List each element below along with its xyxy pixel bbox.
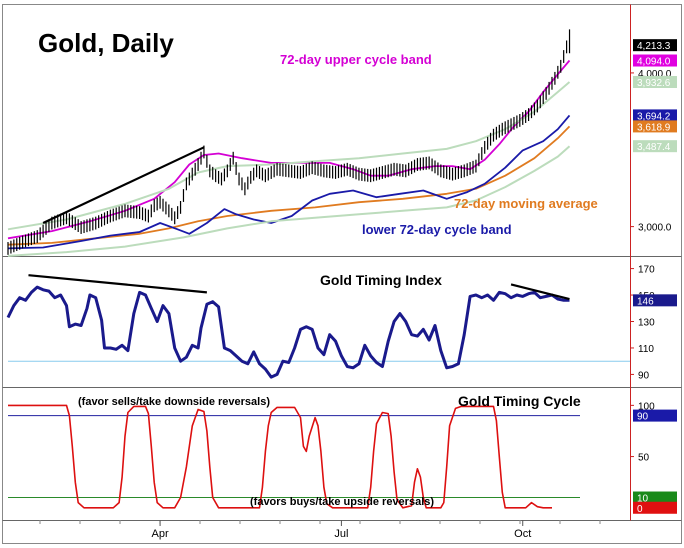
- price-axis-ticks: 4,000.0 3,000.0: [630, 69, 672, 234]
- favor-sells-annotation: (favor sells/take downside reversals): [78, 396, 270, 408]
- value-label: 0: [633, 501, 677, 515]
- upper-band-annotation: 72-day upper cycle band: [280, 52, 432, 67]
- value-label-text: 4,213.3: [637, 41, 671, 52]
- value-label-text: 3,618.9: [637, 122, 671, 133]
- value-label-text: 3,932.6: [637, 78, 671, 89]
- value-label: 3,932.6: [633, 75, 677, 89]
- y-tick-label: 170: [638, 265, 655, 276]
- series-price: [7, 29, 571, 255]
- price-panel-lines: [7, 29, 571, 257]
- value-label-text: 3,487.4: [637, 142, 671, 153]
- y-tick-label: 50: [638, 453, 650, 464]
- trendline-0: [28, 274, 207, 294]
- y-tick-label: 130: [638, 318, 655, 329]
- timing-index-title: Gold Timing Index: [320, 272, 442, 288]
- x-tick-label: Oct: [514, 528, 531, 540]
- timing-index-lines: [6, 274, 630, 379]
- value-label: 90: [633, 409, 677, 423]
- y-tick-label: 3,000.0: [638, 223, 672, 234]
- series-outer_lower: [7, 145, 571, 257]
- timing-cycle-title: Gold Timing Cycle: [458, 393, 581, 409]
- price-chart-title: Gold, Daily: [38, 28, 174, 58]
- price-value-labels: 4,213.3 4,094.0 3,932.6 3,694.23,618.9 3,487…: [633, 39, 677, 153]
- series-cycle: [8, 404, 552, 509]
- trendline-1: [510, 283, 570, 301]
- x-tick-label: Jul: [334, 528, 348, 540]
- value-label: 3,618.9: [633, 120, 677, 133]
- value-label: 10: [633, 491, 677, 505]
- favor-buys-annotation: (favors buys/take upside reversals): [250, 496, 434, 508]
- timing-index-panel: 17015013011090 146 Gold Timing Index: [6, 265, 677, 381]
- value-label: 4,094.0: [633, 54, 677, 68]
- value-label: 3,487.4: [633, 140, 677, 153]
- lower-band-annotation: lower 72-day cycle band: [362, 222, 512, 237]
- value-label-text: 4,094.0: [637, 57, 671, 68]
- value-label-text: 10: [637, 494, 649, 505]
- series-ma: [7, 125, 571, 246]
- panel-frames: [2, 4, 682, 544]
- value-label: 3,694.2: [633, 109, 677, 122]
- price-panel: 4,000.0 3,000.0 4,213.3 4,094.0 3,932.6 3,69…: [7, 28, 677, 257]
- y-tick-label: 100: [638, 401, 655, 412]
- x-tick-label: Apr: [152, 528, 169, 540]
- value-label: 146: [633, 294, 677, 307]
- value-label-text: 0: [637, 504, 643, 515]
- trendline-0: [42, 146, 205, 225]
- timing-index-value-labels: 146: [633, 294, 677, 307]
- series-gti: [6, 285, 570, 379]
- x-axis: Apr Jul Oct: [39, 520, 601, 540]
- ma-annotation: 72-day moving average: [454, 196, 598, 211]
- timing-cycle-value-labels: 90 100: [633, 409, 677, 515]
- timing-cycle-axis-ticks: 100 50: [630, 401, 655, 464]
- series-lower: [7, 114, 571, 250]
- y-tick-label: 4,000.0: [638, 69, 672, 80]
- timing-cycle-lines: [8, 404, 580, 509]
- value-label-text: 3,694.2: [637, 111, 671, 122]
- value-label: 4,213.3: [633, 39, 677, 52]
- y-tick-label: 110: [638, 344, 654, 355]
- value-label-text: 146: [637, 296, 654, 307]
- value-label-text: 90: [637, 412, 649, 423]
- y-tick-label: 90: [638, 370, 650, 381]
